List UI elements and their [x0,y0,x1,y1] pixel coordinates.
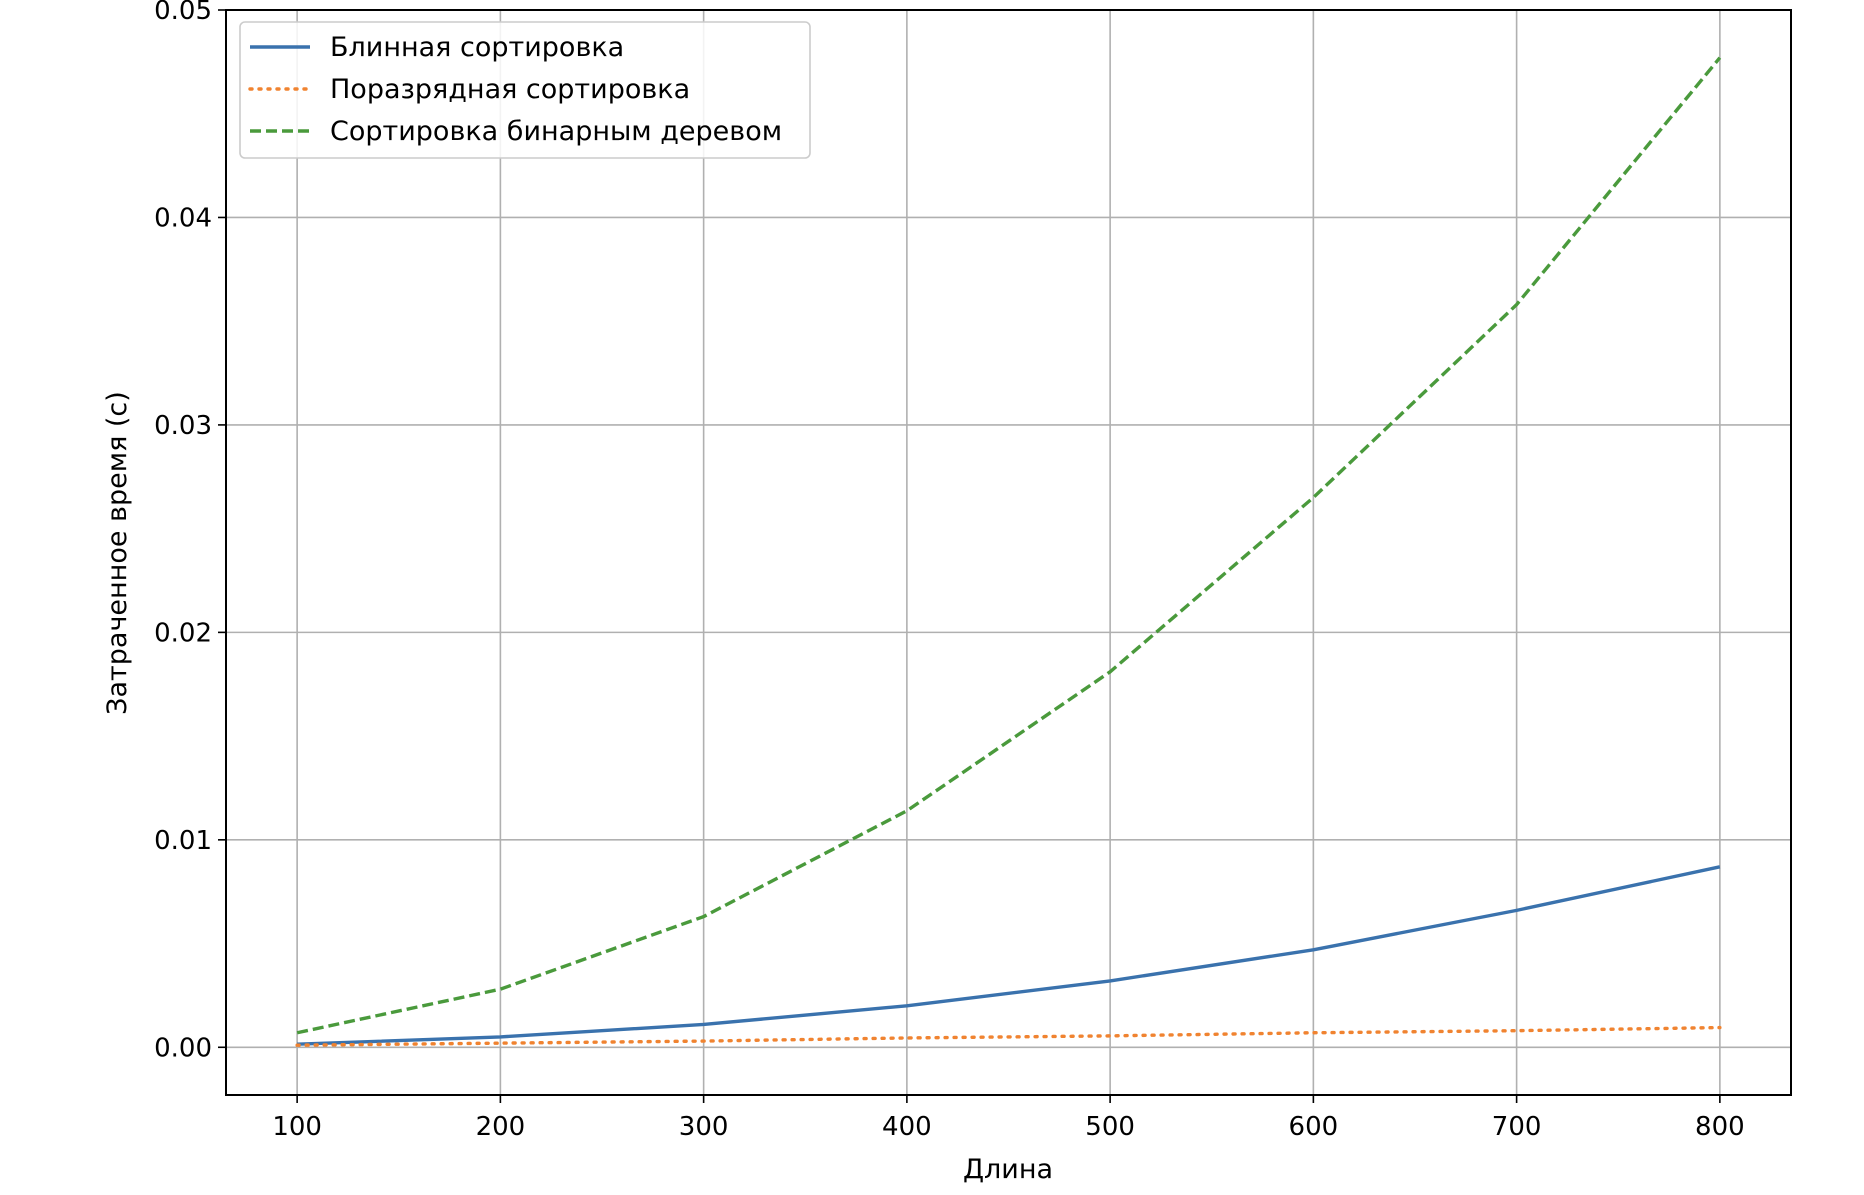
legend-label-3: Сортировка бинарным деревом [330,116,782,147]
x-tick-label: 500 [1085,1112,1135,1142]
legend-label-2: Поразрядная сортировка [330,74,690,105]
series-line-3 [297,58,1720,1033]
legend-label-1: Блинная сортировка [330,32,624,63]
x-tick-label: 300 [679,1112,729,1142]
x-tick-label: 100 [272,1112,322,1142]
x-tick-label: 600 [1289,1112,1339,1142]
y-tick-label: 0.00 [154,1033,212,1063]
series-line-1 [297,867,1720,1044]
y-axis-label: Затраченное время (с) [102,391,133,715]
x-tick-label: 400 [882,1112,932,1142]
x-tick-label: 800 [1695,1112,1745,1142]
y-tick-label: 0.01 [154,826,212,856]
x-tick-label: 700 [1492,1112,1542,1142]
y-tick-label: 0.05 [154,0,212,26]
y-tick-label: 0.02 [154,618,212,648]
y-tick-label: 0.03 [154,411,212,441]
x-axis-label: Длина [963,1154,1053,1185]
plot-frame [226,10,1791,1095]
y-tick-label: 0.04 [154,203,212,233]
x-tick-label: 200 [476,1112,526,1142]
